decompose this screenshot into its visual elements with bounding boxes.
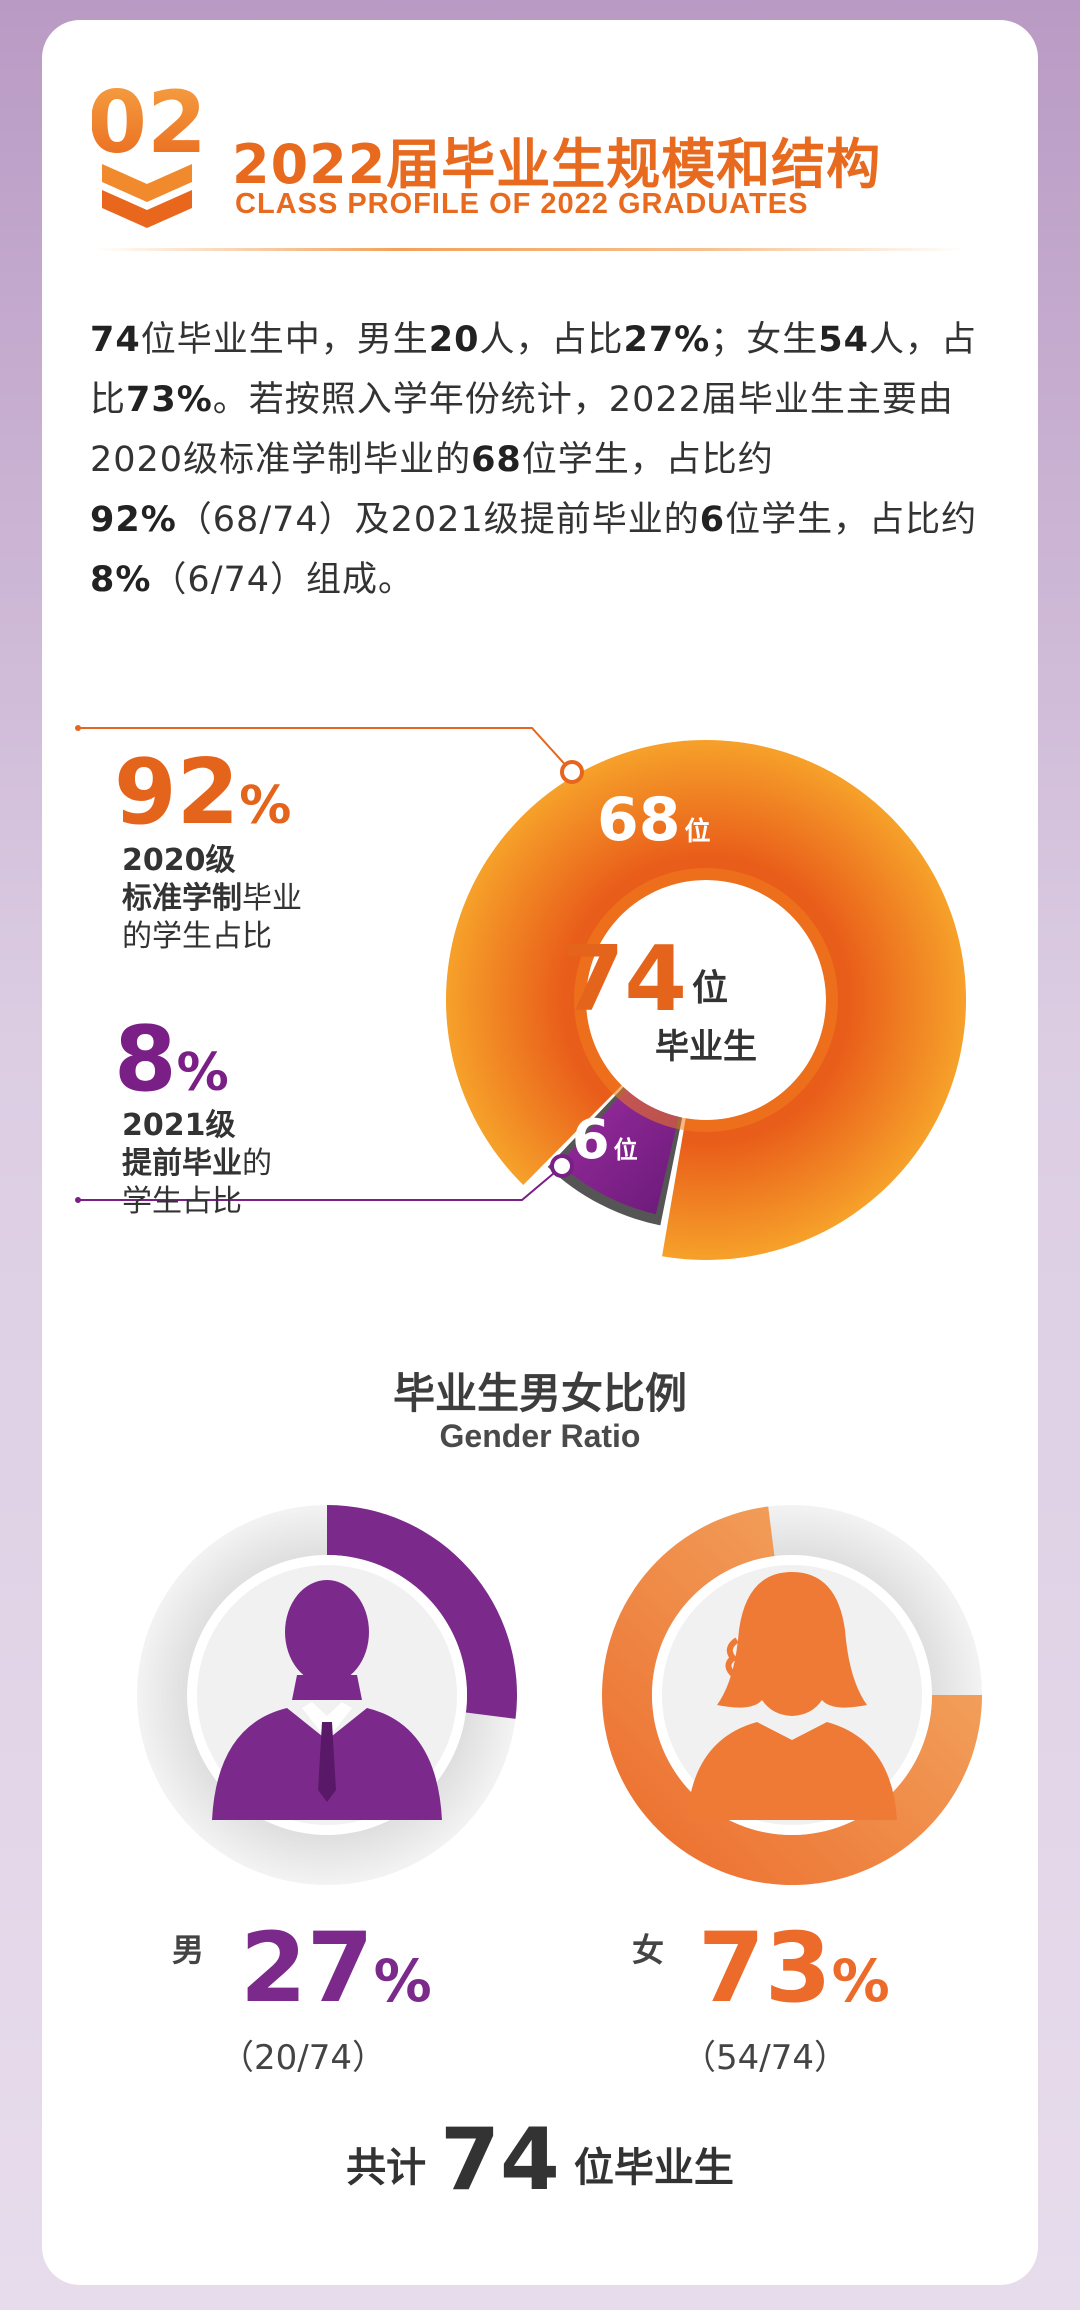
label-2021-early: 2021级 提前毕业的 学生占比: [122, 1108, 272, 1219]
page-subtitle: CLASS PROFILE OF 2022 GRADUATES: [235, 188, 809, 220]
page-title: 2022届毕业生规模和结构: [232, 133, 882, 196]
slice-2020-standard: [445, 740, 967, 1260]
donut-hole: [594, 888, 818, 1112]
label-2020-standard: 2020级 标准学制毕业 的学生占比: [122, 843, 302, 954]
leader-marker-8: [550, 1154, 574, 1178]
percent-92: 92%: [114, 740, 292, 845]
female-fraction: （54/74）: [682, 2038, 848, 2078]
gender-chart-subtitle: Gender Ratio: [439, 1418, 641, 1454]
leader-line-8: [78, 1167, 561, 1201]
female-ratio-donut: [602, 1505, 982, 1885]
badge-number: 02: [92, 73, 202, 173]
intro-paragraph: 74位毕业生中，男生20人，占比27%；女生54人，占比73%。若按照入学年份统…: [90, 320, 978, 600]
male-ratio-arc: [327, 1505, 517, 1719]
percent-8: 8%: [114, 1007, 229, 1112]
center-unit: 位: [692, 968, 728, 1009]
gender-chart-title: 毕业生男女比例: [392, 1369, 687, 1418]
section-number-badge-icon: 02: [92, 73, 202, 228]
female-label: 女: [632, 1931, 665, 1969]
content-card: 02 2022届毕业生规模和结构 CLASS PROFILE OF 2022 G…: [42, 20, 1038, 2285]
slice-label-68: 68 位: [597, 785, 711, 855]
title-divider: [94, 248, 964, 251]
center-total: 74: [562, 927, 687, 1032]
female-avatar-icon: [687, 1572, 897, 1820]
male-avatar-icon: [212, 1580, 442, 1820]
male-percent: 27%: [240, 1912, 432, 2024]
male-label: 男: [172, 1931, 205, 1969]
male-fraction: （20/74）: [220, 2038, 386, 2078]
leader-line-92: [78, 727, 571, 771]
center-label: 毕业生: [655, 1027, 757, 1067]
slice-2021-early: [559, 1089, 679, 1215]
leader-marker-92: [560, 760, 584, 784]
total-graduates: 共计 74 位毕业生: [346, 2110, 734, 2210]
female-percent: 73%: [698, 1912, 890, 2024]
male-ratio-donut: [137, 1505, 517, 1885]
